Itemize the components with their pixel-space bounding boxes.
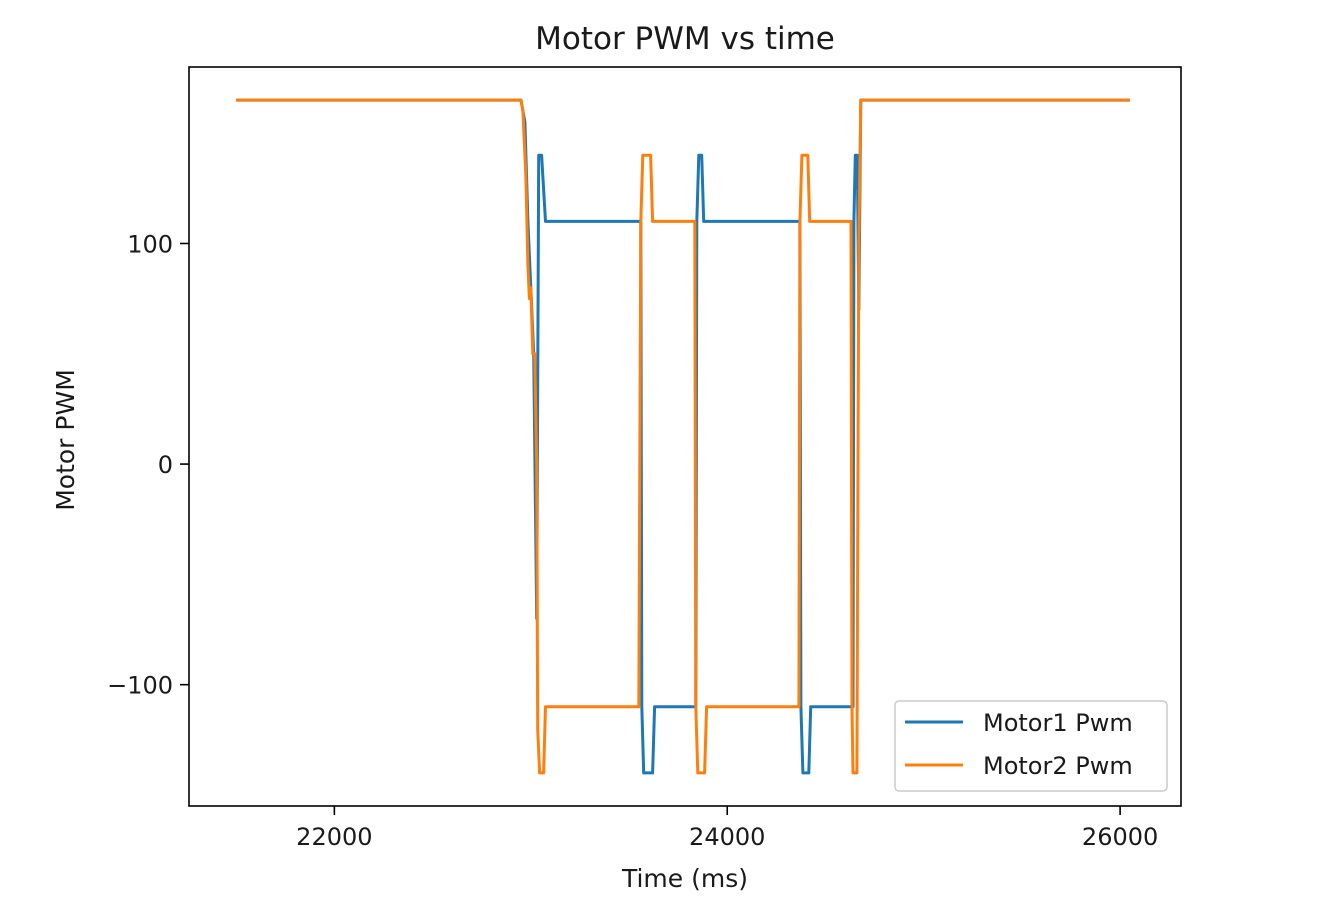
y-tick-label: 0 xyxy=(158,451,173,479)
plot-area xyxy=(236,98,1130,775)
x-axis: 22000 24000 26000 xyxy=(296,806,1158,851)
x-tick-label: 24000 xyxy=(689,823,765,851)
y-axis-label: Motor PWM xyxy=(51,369,80,511)
series-line-motor2-pwm xyxy=(236,98,1130,775)
x-tick-label: 26000 xyxy=(1082,823,1158,851)
y-tick-label: 100 xyxy=(127,230,173,258)
axes-frame xyxy=(188,66,1182,807)
chart-title: Motor PWM vs time xyxy=(535,21,835,57)
y-tick-label: −100 xyxy=(107,672,173,700)
legend-label-motor1: Motor1 Pwm xyxy=(983,709,1133,737)
x-tick-label: 22000 xyxy=(296,823,372,851)
x-axis-label: Time (ms) xyxy=(621,864,748,893)
y-axis: −100 0 100 xyxy=(107,230,189,700)
legend-label-motor2: Motor2 Pwm xyxy=(983,752,1133,780)
legend: Motor1 Pwm Motor2 Pwm xyxy=(894,700,1168,792)
